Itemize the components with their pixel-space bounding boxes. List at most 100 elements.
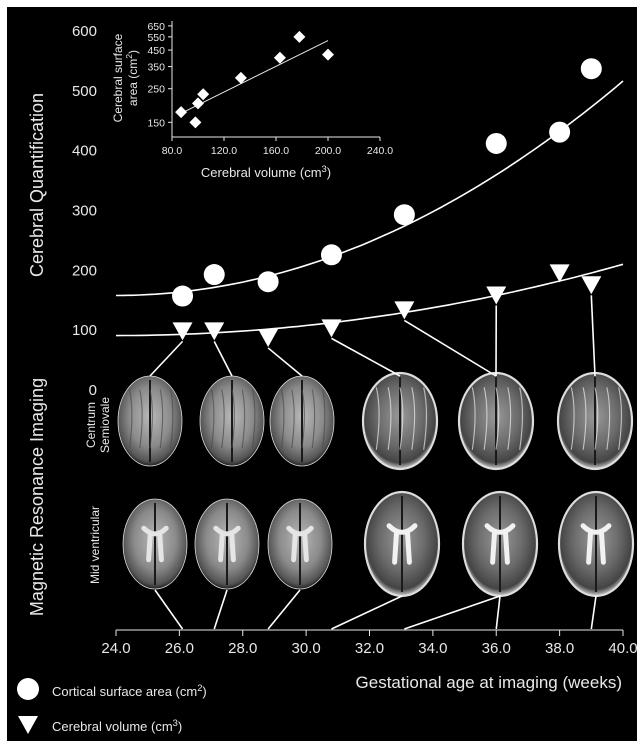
inset-diamond-point [192, 97, 204, 110]
x-tick-label: 36.0 [482, 640, 511, 657]
x-tick-label: 34.0 [418, 640, 447, 657]
cortical-surface-point [172, 285, 194, 307]
inset-diamond-point [234, 71, 247, 84]
mri-brain-top [361, 371, 439, 471]
brain-sulcus [291, 389, 295, 449]
brain-sulcus [411, 387, 416, 450]
brain-sulcus [128, 389, 133, 449]
mri-brain-bottom [363, 490, 441, 598]
connector-line-top [267, 347, 303, 377]
inset-y-title-2-superscript: 2 [124, 54, 134, 59]
inset-y-tick-label: 450 [147, 45, 165, 57]
cortical-surface-point [580, 58, 602, 80]
y-tick-label: 100 [72, 322, 97, 339]
legend-volume-label-text: Cerebral volume (cm [52, 719, 173, 734]
y-tick-label: 0 [89, 382, 97, 399]
legend-volume-label: Cerebral volume (cm3) [52, 718, 182, 734]
connector-line-bottom [213, 589, 228, 630]
connector-line-bottom [331, 595, 403, 630]
x-tick-label: 26.0 [165, 640, 194, 657]
cerebral-volume-point [258, 328, 279, 347]
inset-x-tick-label: 200.0 [315, 145, 341, 157]
cerebral-volume-point [549, 264, 570, 283]
y-tick-label: 500 [72, 83, 97, 100]
mri-axis-title: Magnetic Resonance Imaging [27, 378, 47, 616]
cortical-surface-point [203, 264, 225, 286]
connector-line-bottom [154, 589, 184, 630]
mri-row-label: Centrum [84, 402, 98, 448]
brain-sulcus [471, 387, 476, 450]
inset-diamond-point [273, 51, 286, 64]
mri-row-label: Mid ventricular [88, 506, 102, 584]
y-axis-title: Cerebral Quantification [27, 93, 47, 277]
legend-cortical-label-close: ) [202, 684, 206, 699]
legend-circle-marker [17, 678, 39, 700]
x-tick-label: 24.0 [101, 640, 130, 657]
cerebral-volume-point [321, 319, 342, 338]
inset-x-tick-label: 120.0 [211, 145, 237, 157]
mri-brain-top [457, 371, 535, 471]
brain-sulcus [507, 387, 512, 450]
inset-x-tick-label: 80.0 [162, 145, 183, 157]
brain-sulcus [221, 389, 225, 449]
mri-brain-bottom [557, 490, 635, 598]
y-tick-label: 300 [72, 203, 97, 220]
inset-y-tick-label: 550 [147, 32, 165, 44]
connector-line-bottom [590, 595, 597, 630]
figure-panel [7, 7, 637, 741]
x-tick-label: 32.0 [355, 640, 384, 657]
cortical-surface-point [485, 132, 507, 154]
legend-volume-label-superscript: 3 [173, 718, 178, 728]
legend-triangle-marker [18, 716, 38, 734]
inset-x-title-close: ) [327, 165, 331, 180]
y-tick-label: 600 [72, 23, 97, 40]
cerebral-volume-point [486, 286, 507, 305]
brain-sulcus [301, 389, 305, 449]
brain-ventricles [141, 525, 169, 563]
cortical-surface-point [257, 271, 279, 293]
inset-x-tick-label: 160.0 [263, 145, 289, 157]
cortical-surface-point [549, 121, 571, 143]
brain-ventricles [286, 525, 314, 563]
brain-sulcus [399, 387, 404, 450]
x-tick-label: 30.0 [292, 640, 321, 657]
brain-sulcus [582, 387, 587, 450]
brain-sulcus [280, 389, 285, 449]
brain-sulcus [606, 387, 611, 450]
brain-sulcus [519, 387, 524, 450]
connector-line-top [331, 337, 401, 377]
inset-y-tick-label: 250 [147, 84, 165, 96]
fit-curve-cortical [115, 80, 624, 297]
inset-diamond-point [322, 48, 334, 61]
inset-diamond-point [293, 30, 306, 43]
mri-brain-top [117, 375, 183, 467]
inset-y-title-2: area (cm2) [124, 50, 140, 106]
brain-sulcus [311, 389, 316, 449]
brain-sulcus [139, 389, 143, 449]
brain-sulcus [495, 387, 500, 450]
x-axis-title: Gestational age at imaging (weeks) [356, 673, 622, 692]
cerebral-volume-point [581, 276, 602, 295]
brain-sulcus [423, 387, 428, 450]
legend-cortical-label-superscript: 2 [197, 683, 202, 693]
brain-sulcus [375, 387, 380, 450]
inset-x-title-text: Cerebral volume (cm [201, 165, 322, 180]
brain-ventricles [386, 523, 418, 565]
fit-curve-volume [115, 263, 624, 337]
inset-y-title: Cerebral surface [111, 33, 125, 122]
inset-x-title-superscript: 3 [322, 164, 327, 174]
inset-y-title-2-text: area (cm [126, 59, 140, 106]
x-tick-label: 40.0 [608, 640, 637, 657]
mri-brain-top [269, 375, 335, 467]
connector-line-top [590, 295, 596, 377]
brain-sulcus [570, 387, 575, 450]
mri-brain-bottom [461, 490, 539, 598]
inset-y-tick-label: 350 [147, 62, 165, 74]
brain-sulcus [159, 389, 164, 449]
mri-brain-top [199, 375, 265, 467]
inset-x-tick-label: 240.0 [367, 145, 393, 157]
inset-y-title-2-close: ) [126, 50, 140, 54]
brain-sulcus [210, 389, 215, 449]
mri-brain-bottom [122, 498, 188, 590]
x-tick-label: 38.0 [545, 640, 574, 657]
